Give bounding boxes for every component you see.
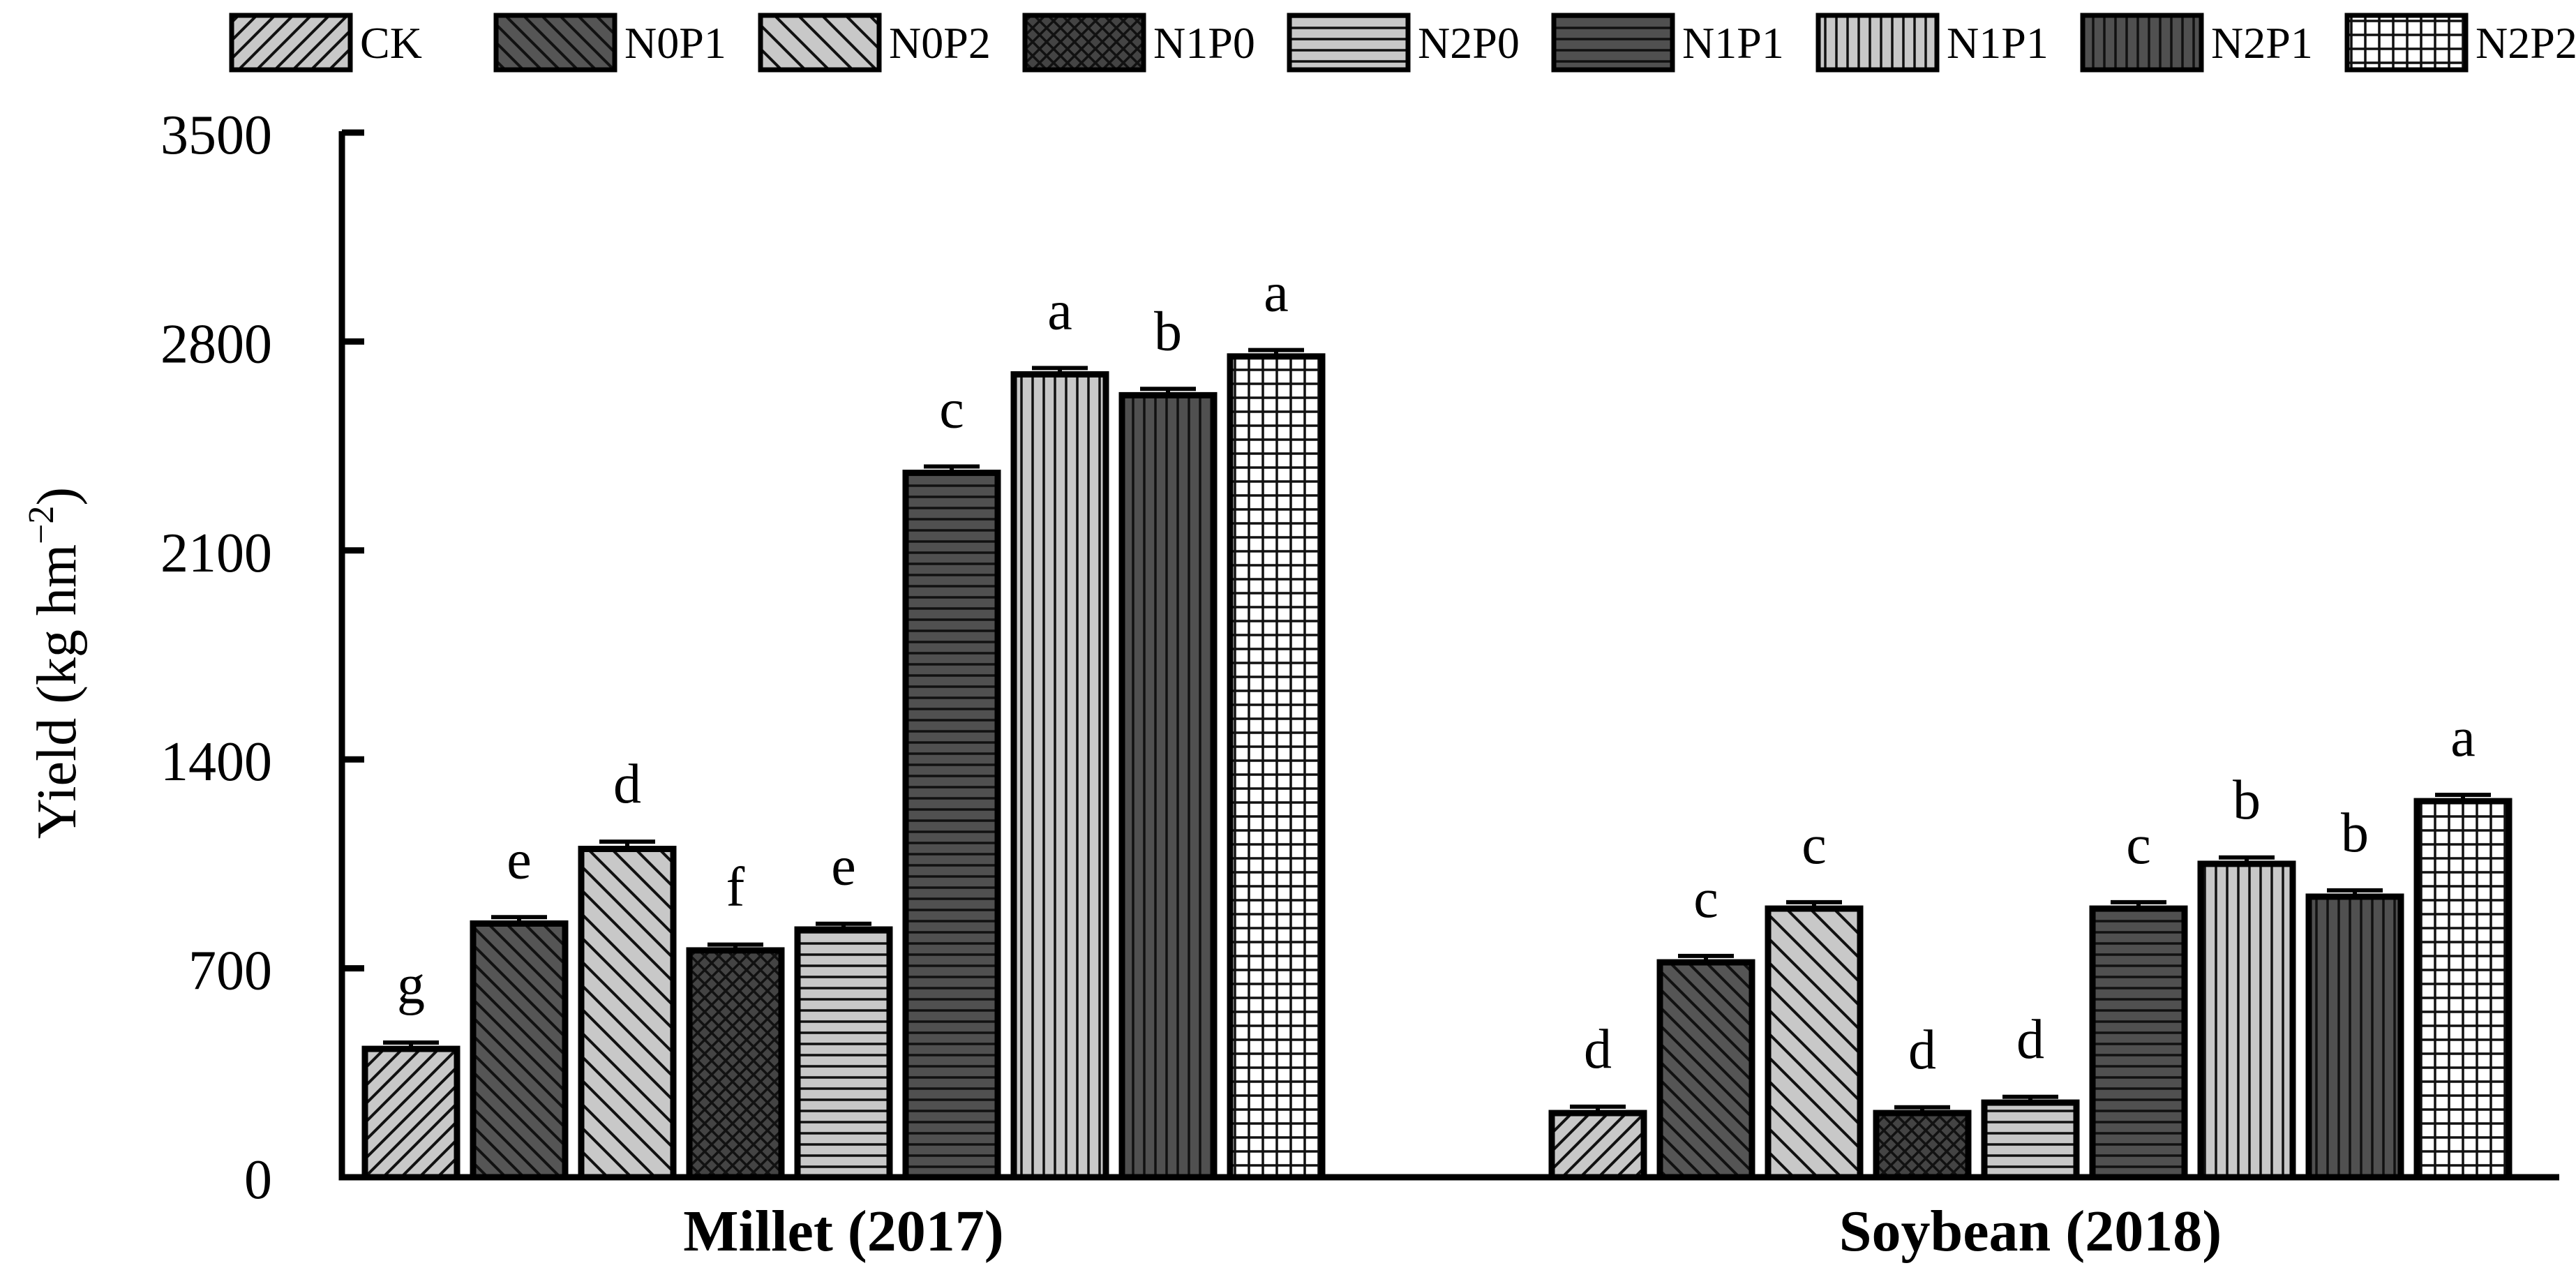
significance-letter: f xyxy=(726,857,745,918)
bar-n2p0-soybean xyxy=(1981,1099,2080,1181)
bar-n1p1-millet xyxy=(902,470,1001,1181)
y-tick-label: 1400 xyxy=(160,731,272,793)
y-axis-label: Yield (kg hm−2) xyxy=(22,487,88,839)
labels: g e d f e c a b a Millet (2017) d c c d d c b b a Soybean (… xyxy=(397,262,2476,1264)
legend-label: N1P1 xyxy=(1682,18,1784,68)
legend-swatch xyxy=(1022,13,1146,73)
significance-letter: d xyxy=(2016,1009,2044,1070)
y-tick-label: 700 xyxy=(188,941,272,1002)
significance-letter: d xyxy=(1908,1020,1936,1081)
bar-n2p2-millet xyxy=(1227,353,1326,1181)
bar-ck-soybean xyxy=(1548,1110,1647,1181)
bar-n1p1-soybean xyxy=(2089,905,2188,1181)
y-tick-label: 2800 xyxy=(160,313,272,375)
significance-letter: b xyxy=(2341,802,2369,864)
x-category-label: Millet (2017) xyxy=(683,1199,1004,1264)
bar-n2p1-soybean xyxy=(2305,893,2404,1181)
bar-n2p0-millet xyxy=(794,926,893,1181)
bar-ck-millet xyxy=(361,1045,460,1181)
legend-swatch xyxy=(229,13,353,73)
significance-letter: b xyxy=(1154,301,1182,362)
legend-swatch xyxy=(1551,13,1675,73)
bar-n1p1-millet xyxy=(1010,371,1109,1181)
significance-letter: c xyxy=(939,378,964,440)
legend-swatch xyxy=(1815,13,1940,73)
legend-swatch xyxy=(1287,13,1411,73)
legend-label: N0P1 xyxy=(624,18,726,68)
significance-letter: c xyxy=(1802,814,1827,876)
significance-letter: g xyxy=(397,955,425,1016)
significance-letter: a xyxy=(1264,262,1289,324)
significance-letter: d xyxy=(613,754,641,815)
bar-n0p2-soybean xyxy=(1765,905,1864,1181)
bar-n1p1-soybean xyxy=(2197,860,2296,1181)
legend-swatch xyxy=(2080,13,2204,73)
significance-letter: e xyxy=(507,829,532,890)
y-tick-label: 3500 xyxy=(160,105,272,166)
legend-label: N2P1 xyxy=(2211,18,2313,68)
legend-swatch xyxy=(2344,13,2469,73)
legend-label: N2P0 xyxy=(1418,18,1520,68)
legend: CK N0P1 N0P2 N1P0 N2P0 N1P1 N1P1 N2P1 N2P2 xyxy=(229,13,2576,73)
bar-n1p0-soybean xyxy=(1873,1110,1972,1181)
significance-letter: a xyxy=(2450,707,2476,768)
x-category-label: Soybean (2018) xyxy=(1839,1199,2222,1264)
y-tick-label: 0 xyxy=(244,1149,272,1211)
legend-swatch xyxy=(758,13,882,73)
bars xyxy=(361,348,2513,1181)
bar-n2p1-millet xyxy=(1118,391,1218,1181)
significance-letter: e xyxy=(831,836,856,897)
legend-swatch xyxy=(493,13,617,73)
bar-n1p0-millet xyxy=(686,947,785,1181)
y-tick-label: 2100 xyxy=(160,523,272,584)
legend-label: CK xyxy=(360,18,422,68)
axes: 0 700 1400 2100 2800 3500 Yield (kg hm−2) xyxy=(22,105,2559,1211)
legend-label: N1P1 xyxy=(1947,18,2049,68)
significance-letter: b xyxy=(2233,770,2261,831)
bar-n2p2-soybean xyxy=(2413,798,2513,1181)
legend-label: N0P2 xyxy=(889,18,991,68)
significance-letter: d xyxy=(1584,1019,1612,1080)
significance-letter: c xyxy=(1693,868,1718,930)
bar-n0p2-millet xyxy=(578,846,677,1181)
legend-label: N1P0 xyxy=(1153,18,1255,68)
bar-n0p1-millet xyxy=(470,920,569,1181)
significance-letter: c xyxy=(2126,814,2151,876)
legend-label: N2P2 xyxy=(2476,18,2576,68)
significance-letter: a xyxy=(1047,280,1072,341)
bar-n0p1-soybean xyxy=(1656,959,1755,1181)
